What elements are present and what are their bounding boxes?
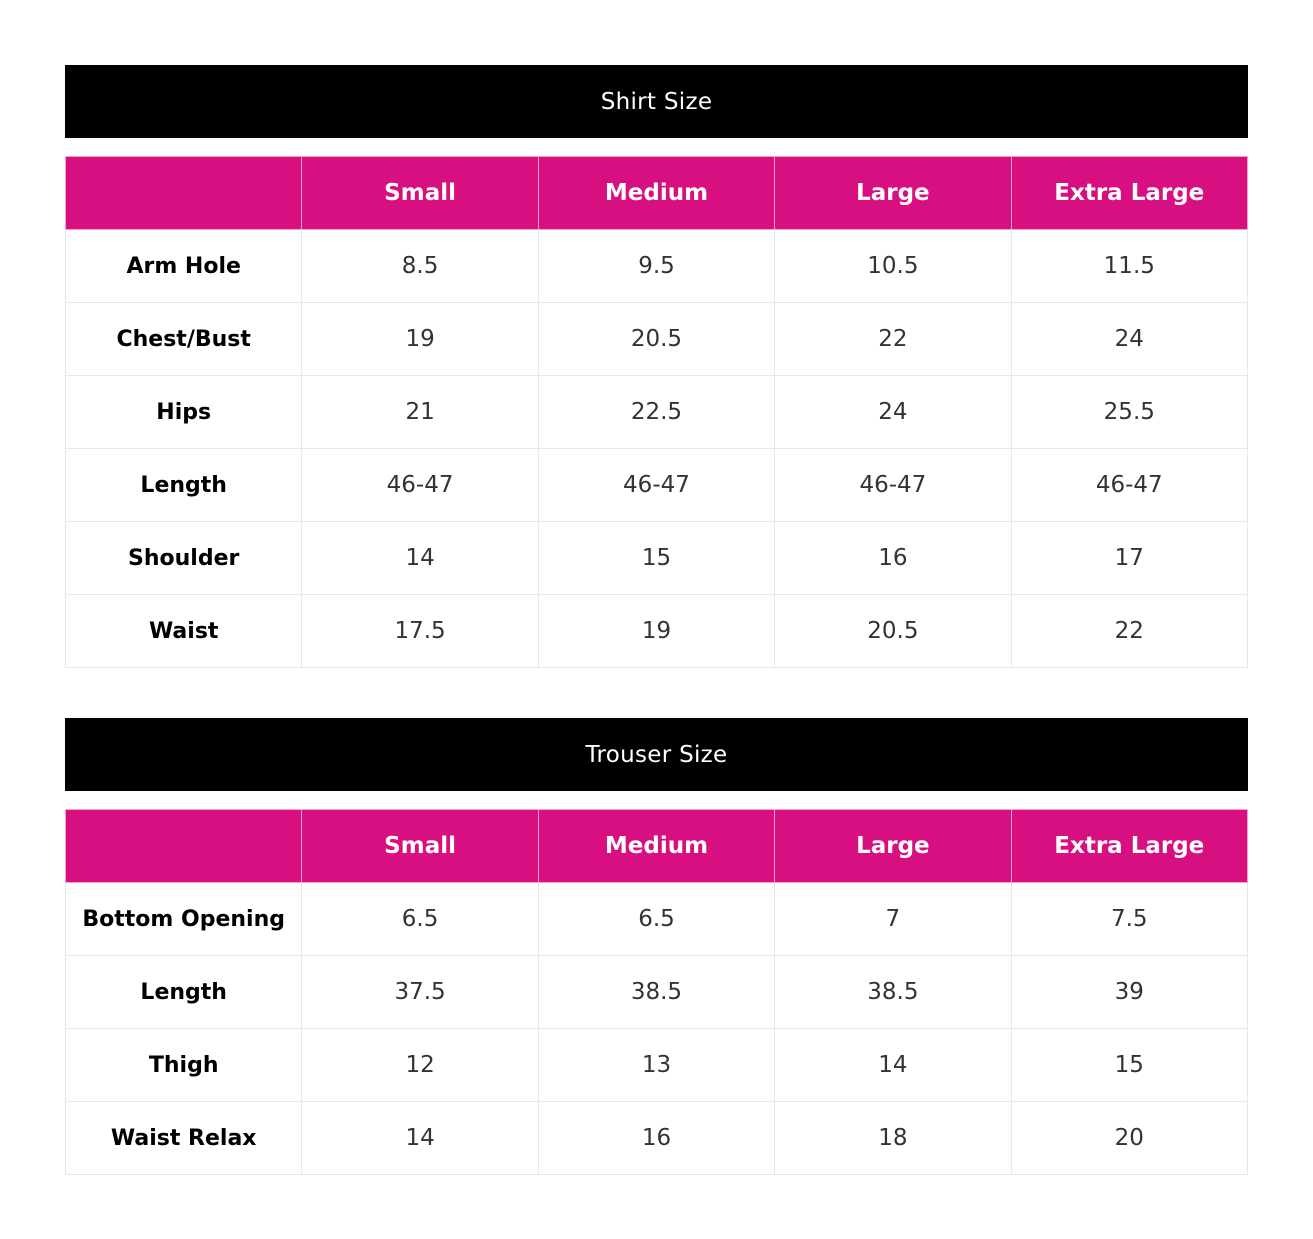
row-label: Bottom Opening — [64, 882, 303, 956]
row-label: Waist — [64, 594, 303, 668]
measurement-cell: 46-47 — [774, 448, 1012, 522]
table-row: Waist 17.5 19 20.5 22 — [64, 594, 1249, 668]
measurement-cell: 19 — [537, 594, 776, 668]
table-row: Shoulder 14 15 16 17 — [64, 521, 1249, 595]
trouser-size-title: Trouser Size — [65, 718, 1248, 791]
measurement-cell: 12 — [301, 1028, 539, 1102]
measurement-cell: 39 — [1010, 955, 1249, 1029]
measurement-cell: 38.5 — [537, 955, 776, 1029]
measurement-cell: 22 — [1010, 594, 1249, 668]
measurement-cell: 20.5 — [774, 594, 1012, 668]
table-row: Thigh 12 13 14 15 — [64, 1028, 1249, 1102]
header-row: Small Medium Large Extra Large — [64, 809, 1249, 883]
measurement-cell: 21 — [301, 375, 539, 449]
measurement-cell: 24 — [774, 375, 1012, 449]
measurement-cell: 20.5 — [537, 302, 776, 376]
table-row: Hips 21 22.5 24 25.5 — [64, 375, 1249, 449]
header-cell-empty — [64, 809, 303, 883]
measurement-cell: 13 — [537, 1028, 776, 1102]
measurement-cell: 7 — [774, 882, 1012, 956]
measurement-cell: 10.5 — [774, 229, 1012, 303]
row-label: Chest/Bust — [64, 302, 303, 376]
measurement-cell: 9.5 — [537, 229, 776, 303]
table-row: Chest/Bust 19 20.5 22 24 — [64, 302, 1249, 376]
measurement-cell: 17.5 — [301, 594, 539, 668]
header-cell: Extra Large — [1010, 156, 1249, 230]
table-row: Arm Hole 8.5 9.5 10.5 11.5 — [64, 229, 1249, 303]
measurement-cell: 22 — [774, 302, 1012, 376]
row-label: Shoulder — [64, 521, 303, 595]
measurement-cell: 8.5 — [301, 229, 539, 303]
measurement-cell: 7.5 — [1010, 882, 1249, 956]
measurement-cell: 37.5 — [301, 955, 539, 1029]
measurement-cell: 15 — [537, 521, 776, 595]
measurement-cell: 20 — [1010, 1101, 1249, 1175]
shirt-size-section: Shirt Size Small Medium Large Extra Large Ar… — [64, 65, 1249, 668]
header-cell-empty — [64, 156, 303, 230]
measurement-cell: 14 — [301, 521, 539, 595]
measurement-cell: 16 — [537, 1101, 776, 1175]
measurement-cell: 46-47 — [1010, 448, 1249, 522]
table-row: Length 37.5 38.5 38.5 39 — [64, 955, 1249, 1029]
trouser-size-table: Small Medium Large Extra Large Bottom Openin… — [64, 809, 1249, 1175]
shirt-size-table: Small Medium Large Extra Large Arm Hole 8.5 9.… — [64, 156, 1249, 668]
measurement-cell: 14 — [301, 1101, 539, 1175]
measurement-cell: 6.5 — [537, 882, 776, 956]
measurement-cell: 38.5 — [774, 955, 1012, 1029]
header-cell: Extra Large — [1010, 809, 1249, 883]
measurement-cell: 16 — [774, 521, 1012, 595]
measurement-cell: 19 — [301, 302, 539, 376]
header-cell: Large — [774, 809, 1012, 883]
row-label: Waist Relax — [64, 1101, 303, 1175]
header-cell: Medium — [537, 809, 776, 883]
measurement-cell: 17 — [1010, 521, 1249, 595]
header-cell: Medium — [537, 156, 776, 230]
header-cell: Small — [301, 156, 539, 230]
shirt-size-title: Shirt Size — [65, 65, 1248, 138]
row-label: Hips — [64, 375, 303, 449]
measurement-cell: 15 — [1010, 1028, 1249, 1102]
row-label: Length — [64, 955, 303, 1029]
table-row: Waist Relax 14 16 18 20 — [64, 1101, 1249, 1175]
measurement-cell: 22.5 — [537, 375, 776, 449]
header-row: Small Medium Large Extra Large — [64, 156, 1249, 230]
table-row: Length 46-47 46-47 46-47 46-47 — [64, 448, 1249, 522]
header-cell: Small — [301, 809, 539, 883]
measurement-cell: 24 — [1010, 302, 1249, 376]
row-label: Thigh — [64, 1028, 303, 1102]
measurement-cell: 46-47 — [537, 448, 776, 522]
measurement-cell: 14 — [774, 1028, 1012, 1102]
measurement-cell: 6.5 — [301, 882, 539, 956]
header-cell: Large — [774, 156, 1012, 230]
measurement-cell: 11.5 — [1010, 229, 1249, 303]
measurement-cell: 25.5 — [1010, 375, 1249, 449]
trouser-size-section: Trouser Size Small Medium Large Extra Large… — [64, 718, 1249, 1175]
measurement-cell: 18 — [774, 1101, 1012, 1175]
table-row: Bottom Opening 6.5 6.5 7 7.5 — [64, 882, 1249, 956]
measurement-cell: 46-47 — [301, 448, 539, 522]
row-label: Arm Hole — [64, 229, 303, 303]
row-label: Length — [64, 448, 303, 522]
